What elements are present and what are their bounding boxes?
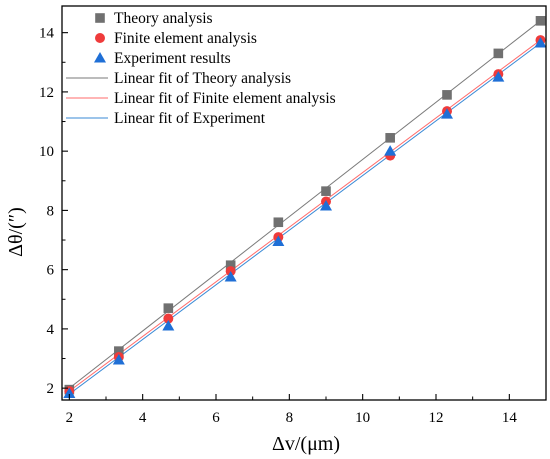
legend-marker [95,13,105,23]
x-tick-label: 2 [66,410,74,426]
data-point [384,145,397,156]
data-point [163,303,174,313]
y-tick-label: 8 [47,203,55,219]
y-tick-label: 14 [39,26,55,42]
data-point [163,313,174,324]
fit-line [69,20,541,389]
data-point [272,235,285,247]
data-point [320,199,332,211]
x-tick-label: 12 [429,410,444,426]
legend-label: Experiment results [114,50,231,67]
axes: 2 4 6 8 10 12 14 2 4 6 8 10 12 14 [39,5,547,426]
plot-frame [61,5,547,401]
data-point [535,16,546,26]
chart-marks [63,16,547,398]
y-axis-label: Δθ/(″) [5,207,27,257]
y-tick-label: 12 [39,85,54,101]
legend-label: Linear fit of Theory analysis [114,70,291,87]
legend-label: Theory analysis [114,10,213,27]
x-tick-label: 8 [286,410,294,426]
data-point [321,186,331,196]
legend: Theory analysis Finite element analysis Ex… [66,10,336,127]
x-tick-label: 14 [502,410,518,426]
y-tick-label: 4 [47,322,55,338]
data-point [492,71,505,82]
data-point [385,133,395,143]
x-axis-label: Δv/(μm) [272,433,340,455]
legend-label: Linear fit of Experiment [114,110,266,127]
legend-marker [94,52,106,63]
legend-label: Finite element analysis [114,30,257,47]
legend-label: Linear fit of Finite element analysis [114,90,336,107]
y-tick-label: 6 [47,263,55,279]
data-point [63,387,76,398]
data-point [225,260,236,271]
data-point [534,37,547,48]
x-tick-label: 6 [212,410,220,426]
x-tick-label: 10 [355,410,370,426]
y-tick-label: 2 [47,381,55,397]
data-point [112,354,125,365]
fit-line [69,42,541,395]
y-tick-label: 10 [39,144,54,160]
data-point [224,271,237,282]
data-point [442,90,452,100]
legend-marker [95,33,105,43]
fit-line [69,39,541,392]
data-point [493,48,504,59]
data-point [114,346,124,356]
data-point [441,108,453,119]
data-point [162,319,175,331]
data-point [273,217,284,228]
x-tick-label: 4 [139,410,147,426]
